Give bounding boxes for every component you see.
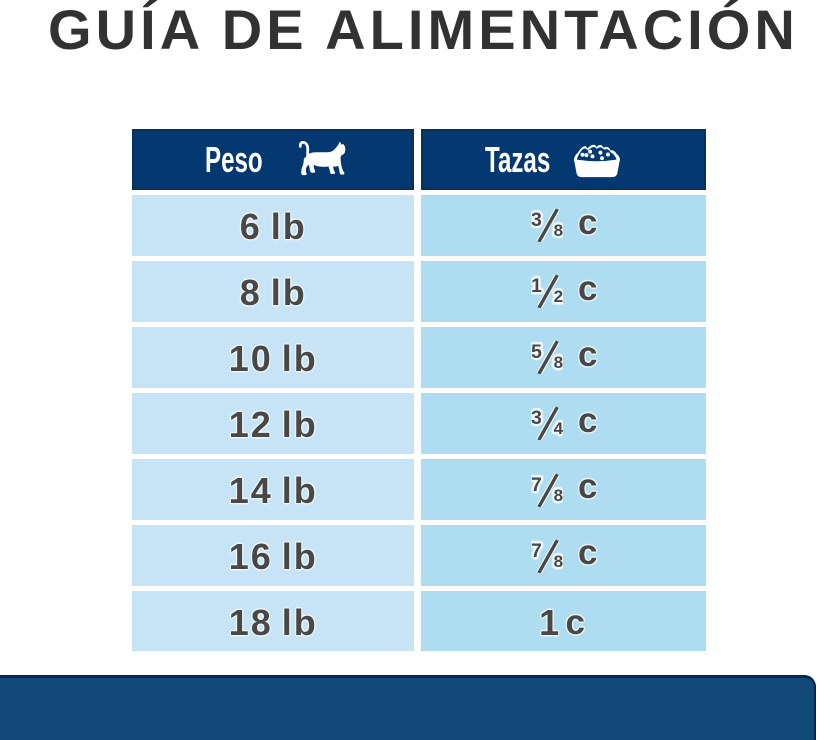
svg-text:8: 8	[554, 353, 563, 372]
svg-text:5: 5	[531, 341, 544, 363]
svg-text:3: 3	[531, 209, 544, 231]
svg-text:7: 7	[531, 540, 544, 562]
svg-text:8: 8	[554, 486, 563, 505]
svg-text:5: 5	[531, 341, 544, 363]
svg-text:1: 1	[531, 275, 544, 297]
svg-text:3: 3	[531, 209, 544, 231]
svg-text:8: 8	[554, 221, 563, 240]
svg-text:7: 7	[531, 540, 544, 562]
svg-text:4: 4	[554, 419, 563, 438]
svg-text:4: 4	[554, 419, 563, 438]
svg-text:7: 7	[531, 473, 544, 495]
svg-text:3: 3	[531, 407, 544, 429]
svg-text:1: 1	[531, 275, 544, 297]
svg-text:8: 8	[554, 552, 563, 571]
svg-text:7: 7	[531, 473, 544, 495]
svg-text:2: 2	[554, 287, 563, 306]
svg-text:8: 8	[554, 353, 563, 372]
svg-text:8: 8	[554, 221, 563, 240]
svg-text:8: 8	[554, 486, 563, 505]
svg-text:3: 3	[531, 407, 544, 429]
svg-text:8: 8	[554, 552, 563, 571]
svg-text:2: 2	[554, 287, 563, 306]
